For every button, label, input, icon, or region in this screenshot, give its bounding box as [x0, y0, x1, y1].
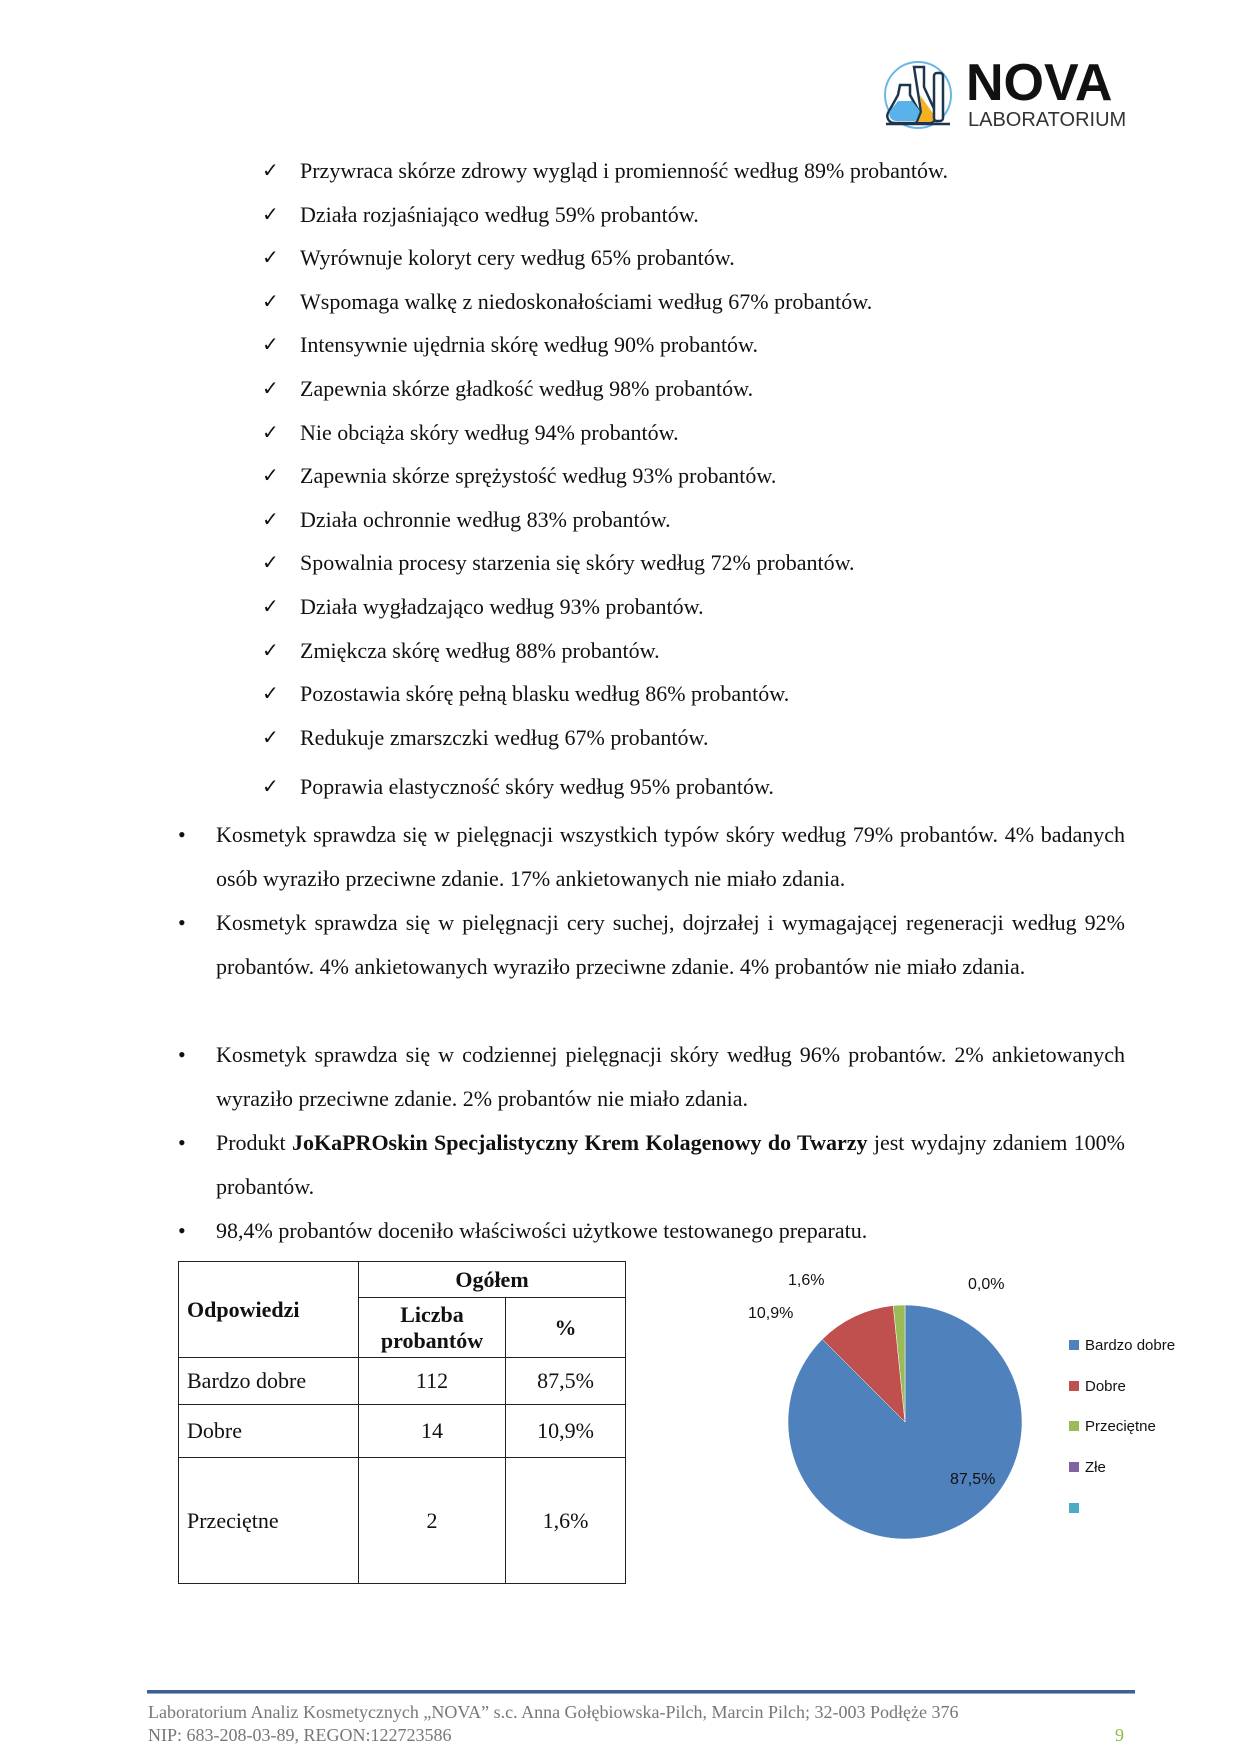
lab-flask-icon: [884, 61, 952, 129]
row-label: Dobre: [178, 1404, 359, 1458]
row-pct: 1,6%: [505, 1457, 626, 1584]
row-count: 14: [358, 1404, 506, 1458]
product-name: JoKaPROskin Specjalistyczny Krem Kolagen…: [292, 1130, 868, 1155]
checkmark-icon: ✓: [262, 419, 279, 444]
checkmark-icon: ✓: [262, 463, 279, 488]
header-total: Ogółem: [358, 1261, 626, 1298]
logo-subtitle: LABORATORIUM: [968, 109, 1127, 131]
legend-item: Dobre: [1069, 1378, 1126, 1395]
bullet-dot-icon: •: [178, 1218, 186, 1243]
check-item-text: Wyrównuje koloryt cery według 65% proban…: [300, 245, 735, 271]
check-item-text: Zmiękcza skórę według 88% probantów.: [300, 637, 660, 663]
bullet-dot-icon: •: [178, 1042, 186, 1067]
legend-label: Przeciętne: [1085, 1418, 1156, 1436]
bullet-dot-icon: •: [178, 910, 186, 935]
header-answers: Odpowiedzi: [178, 1261, 359, 1358]
check-item-text: Poprawia elastyczność skóry według 95% p…: [300, 774, 774, 800]
check-item-text: Intensywnie ujędrnia skórę według 90% pr…: [300, 332, 759, 358]
header-count: Liczba probantów: [358, 1297, 506, 1358]
footer-address: Laboratorium Analiz Kosmetycznych „NOVA”…: [148, 1702, 959, 1722]
legend-item: Bardzo dobre: [1069, 1337, 1175, 1354]
check-item-text: Spowalnia procesy starzenia się skóry we…: [300, 550, 855, 576]
checkmark-icon: ✓: [262, 201, 279, 226]
pie-slice-1: [821, 1305, 906, 1423]
checkmark-icon: ✓: [262, 245, 279, 270]
checkmark-icon: ✓: [262, 288, 279, 313]
legend-item: Złe: [1069, 1459, 1106, 1476]
check-item-text: Redukuje zmarszczki według 67% probantów…: [300, 724, 709, 750]
bullet-item: • 98,4% probantów doceniło właściwości uż…: [178, 1209, 1125, 1253]
check-item-text: Przywraca skórze zdrowy wygląd i promien…: [300, 158, 949, 183]
legend-label: Dobre: [1085, 1377, 1126, 1395]
checkmark-icon: ✓: [262, 332, 279, 357]
checkmark-icon: ✓: [262, 550, 279, 575]
footer-rule: [147, 1690, 1135, 1694]
logo-title: NOVA: [966, 54, 1113, 112]
check-item-text: Nie obciąża skóry według 94% probantów.: [300, 419, 679, 445]
bullet-text-pre: Produkt: [216, 1130, 292, 1155]
bullet-text-post: jest wydajny zdaniem 100% probantów.: [216, 1130, 1125, 1199]
bullet-dot-icon: •: [178, 822, 186, 847]
check-item-text: Wspomaga walkę z niedoskonałościami wedł…: [300, 288, 873, 314]
row-count: 2: [358, 1457, 506, 1584]
checkmark-icon: ✓: [262, 594, 279, 618]
check-item-text: Działa rozjaśniająco według 59% probantó…: [300, 201, 699, 227]
page-number: 9: [1115, 1725, 1124, 1745]
row-count: 112: [358, 1357, 506, 1405]
table-row: Bardzo dobre 112 87,5%: [178, 1357, 626, 1405]
legend-swatch: [1069, 1421, 1079, 1432]
legend-swatch: [1069, 1462, 1079, 1473]
table-row: Przeciętne 2 1,6%: [178, 1457, 626, 1584]
check-item-text: Działa wygładzająco według 93% probantów…: [300, 594, 704, 619]
bullet-item: • Kosmetyk sprawdza się w pielęgnacji cer…: [178, 901, 1125, 989]
checkmark-icon: ✓: [262, 724, 279, 749]
pie-slice-2: [892, 1304, 906, 1423]
checkmark-icon: ✓: [262, 774, 279, 799]
legend-label: Złe: [1085, 1459, 1106, 1477]
row-label: Bardzo dobre: [178, 1357, 359, 1405]
label-bardzo-dobre: 87,5%: [950, 1471, 996, 1488]
label-dobre: 10,9%: [748, 1305, 794, 1322]
bullet-text: Kosmetyk sprawdza się w pielęgnacji wszy…: [216, 822, 1125, 891]
row-label: Przeciętne: [178, 1457, 359, 1584]
legend-label: Bardzo dobre: [1085, 1337, 1176, 1354]
pie-slice-0: [787, 1304, 1023, 1540]
bullet-dot-icon: •: [178, 1130, 186, 1155]
bullet-text: Kosmetyk sprawdza się w pielęgnacji cery…: [216, 910, 1125, 979]
check-item-text: Zapewnia skórze sprężystość według 93% p…: [300, 463, 777, 489]
bullet-text: 98,4% probantów doceniło właściwości uży…: [216, 1218, 868, 1243]
bullet-item: • Kosmetyk sprawdza się w pielęgnacji wsz…: [178, 813, 1125, 901]
legend-swatch: [1069, 1380, 1079, 1391]
check-item-text: Działa ochronnie według 83% probantów.: [300, 506, 671, 532]
header-pct: %: [505, 1297, 626, 1358]
table-row: Dobre 14 10,9%: [178, 1404, 626, 1458]
legend-swatch: [1069, 1502, 1079, 1513]
check-item-text: Zapewnia skórze gładkość według 98% prob…: [300, 376, 754, 401]
checkmark-icon: ✓: [262, 376, 279, 400]
legend-item: [1069, 1500, 1085, 1517]
legend-swatch: [1069, 1340, 1079, 1350]
nova-logo: NOVA LABORATORIUM: [878, 54, 1127, 135]
checkmark-icon: ✓: [262, 506, 279, 531]
label-przecietne: 1,6%: [788, 1272, 825, 1289]
footer-ids: NIP: 683-208-03-89, REGON:122723586: [148, 1725, 452, 1745]
row-pct: 10,9%: [505, 1404, 626, 1458]
row-pct: 87,5%: [505, 1357, 626, 1405]
checkmark-icon: ✓: [262, 681, 279, 706]
bullet-item: • Produkt JoKaPROskin Specjalistyczny Kre…: [178, 1121, 1125, 1209]
check-item-text: Pozostawia skórę pełną blasku według 86%…: [300, 681, 790, 707]
checkmark-icon: ✓: [262, 637, 279, 662]
results-table: Odpowiedzi Ogółem Liczba probantów % Bar…: [178, 1261, 626, 1584]
bullet-text: Kosmetyk sprawdza się w codziennej pielę…: [216, 1042, 1125, 1111]
bullet-item: • Kosmetyk sprawdza się w codziennej piel…: [178, 1033, 1125, 1121]
checkmark-icon: ✓: [262, 158, 279, 182]
label-zle: 0,0%: [968, 1276, 1005, 1293]
legend-item: Przeciętne: [1069, 1418, 1156, 1435]
